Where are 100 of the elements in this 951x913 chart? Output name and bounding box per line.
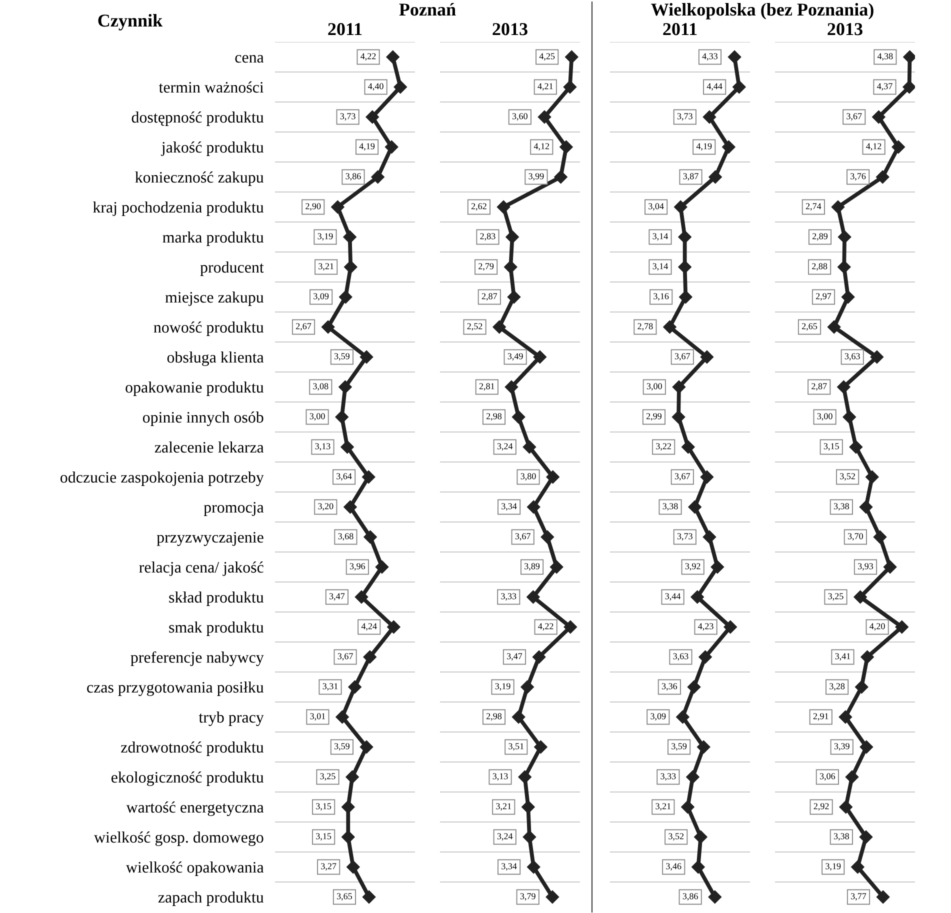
point [338, 380, 352, 394]
point [563, 80, 577, 94]
point [724, 620, 737, 634]
data-label: 4,38 [877, 53, 893, 61]
point [672, 410, 686, 424]
data-label: 3,76 [850, 173, 866, 181]
y-tick-label: odczucie zaspokojenia potrzeby [60, 471, 264, 486]
data-label: 2,91 [813, 713, 828, 721]
point [902, 80, 915, 94]
data-label: 4,21 [538, 83, 553, 91]
point [363, 650, 376, 664]
data-label: 3,38 [834, 503, 849, 511]
data-label: 3,13 [492, 773, 508, 781]
data-label: 3,52 [668, 833, 684, 841]
point [697, 740, 710, 754]
y-tick-label: ekologiczność produktu [111, 771, 264, 786]
point [522, 830, 536, 844]
point [831, 200, 845, 214]
point [564, 620, 577, 634]
point [700, 350, 714, 364]
point [394, 80, 407, 94]
text: Poznań [399, 2, 456, 16]
point [533, 350, 546, 364]
point [903, 50, 915, 64]
data-label: 3,96 [350, 563, 366, 571]
data-label: 2,87 [812, 383, 827, 391]
data-label: 2,99 [646, 413, 662, 421]
point [518, 770, 532, 784]
data-label: 4,40 [368, 83, 384, 91]
data-label: 3,46 [666, 863, 682, 871]
point [708, 890, 722, 904]
data-label: 3,25 [320, 773, 336, 781]
point [512, 410, 526, 424]
point [343, 230, 356, 244]
y-tick-label: producent [200, 261, 264, 276]
data-label: 3,52 [840, 473, 855, 481]
point [841, 290, 855, 304]
point [526, 590, 540, 604]
y-tick-label: konieczność zakupu [135, 171, 264, 186]
point [366, 110, 379, 124]
point [492, 320, 506, 334]
data-label: 2,78 [638, 323, 653, 331]
point [512, 710, 526, 724]
data-label: 3,28 [830, 683, 845, 691]
point [694, 830, 708, 844]
data-label: 2,52 [467, 323, 482, 331]
data-label: 3,59 [334, 353, 350, 361]
data-label: 4,23 [698, 623, 714, 631]
y-tick-label: tryb pracy [198, 711, 264, 726]
data-label: 3,51 [508, 743, 524, 751]
point [534, 740, 548, 754]
data-label: 3,99 [528, 173, 544, 181]
point [546, 470, 560, 484]
point [859, 500, 873, 514]
y-tick-label: przyzwyczajenie [156, 532, 264, 546]
data-label: 3,34 [502, 863, 517, 871]
point [504, 380, 518, 394]
data-label: 3,00 [310, 413, 325, 421]
data-label: 3,39 [834, 743, 850, 751]
point [895, 620, 908, 634]
data-label: 3,15 [316, 803, 332, 811]
point [550, 560, 564, 574]
point [855, 680, 868, 694]
point [838, 260, 851, 274]
point [860, 740, 874, 754]
data-label: 2,67 [296, 323, 312, 331]
point [331, 200, 344, 214]
data-label: 3,87 [683, 173, 698, 181]
point [728, 50, 742, 64]
point [702, 110, 716, 124]
point [362, 470, 376, 484]
data-label: 3,19 [826, 863, 841, 871]
data-label: 3,33 [660, 773, 676, 781]
point [538, 110, 552, 124]
point [876, 890, 890, 904]
data-label: 3,79 [520, 893, 536, 901]
data-label: 3,38 [662, 503, 678, 511]
point [339, 290, 352, 304]
y-tick-label: preferencje nabywcy [130, 651, 264, 666]
data-label: 3,33 [501, 593, 516, 601]
point [362, 890, 376, 904]
y-tick-label: miejsce zakupu [165, 291, 264, 306]
point [507, 290, 521, 304]
data-label: 3,68 [338, 533, 354, 541]
data-label: 4,19 [359, 143, 375, 151]
data-label: 2,62 [471, 203, 486, 211]
point [560, 140, 573, 154]
y-tick-label: marka produktu [162, 231, 264, 246]
data-label: 4,25 [539, 53, 555, 61]
point [344, 500, 357, 514]
point [676, 710, 690, 724]
y-tick-label: zdrowotność produktu [121, 741, 264, 756]
y-tick-label: czas przygotowania posiłku [87, 681, 264, 696]
point [346, 860, 360, 874]
data-label: 2,87 [482, 293, 498, 301]
data-label: 3,21 [496, 803, 511, 811]
y-tick-label: wartość energetyczna [126, 801, 264, 816]
point [554, 170, 568, 184]
data-label: 3,21 [656, 803, 671, 811]
data-label: 2,89 [812, 233, 828, 241]
